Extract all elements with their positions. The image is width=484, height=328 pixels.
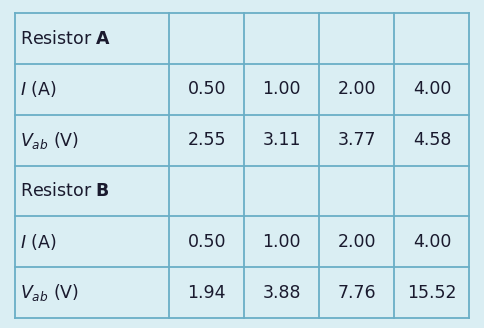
- Text: 0.50: 0.50: [187, 80, 226, 98]
- Text: $V_{ab}\ (\mathrm{V})$: $V_{ab}\ (\mathrm{V})$: [20, 282, 79, 303]
- Text: 3.88: 3.88: [262, 284, 301, 302]
- Text: 0.50: 0.50: [187, 233, 226, 251]
- Text: 1.00: 1.00: [262, 80, 301, 98]
- Text: 4.58: 4.58: [413, 131, 451, 149]
- Text: Resistor $\mathbf{B}$: Resistor $\mathbf{B}$: [20, 182, 110, 200]
- Text: $V_{ab}\ (\mathrm{V})$: $V_{ab}\ (\mathrm{V})$: [20, 130, 79, 151]
- Text: 1.94: 1.94: [187, 284, 226, 302]
- Text: 15.52: 15.52: [407, 284, 457, 302]
- Text: 2.00: 2.00: [338, 80, 376, 98]
- Text: 4.00: 4.00: [413, 80, 451, 98]
- Text: 4.00: 4.00: [413, 233, 451, 251]
- Text: 3.11: 3.11: [262, 131, 301, 149]
- Text: $I\ (\mathrm{A})$: $I\ (\mathrm{A})$: [20, 79, 57, 99]
- Text: 7.76: 7.76: [337, 284, 376, 302]
- Text: 1.00: 1.00: [262, 233, 301, 251]
- Text: Resistor $\mathbf{A}$: Resistor $\mathbf{A}$: [20, 30, 111, 48]
- Text: 2.00: 2.00: [338, 233, 376, 251]
- Text: 2.55: 2.55: [187, 131, 226, 149]
- Text: $I\ (\mathrm{A})$: $I\ (\mathrm{A})$: [20, 232, 57, 252]
- Text: 3.77: 3.77: [338, 131, 376, 149]
